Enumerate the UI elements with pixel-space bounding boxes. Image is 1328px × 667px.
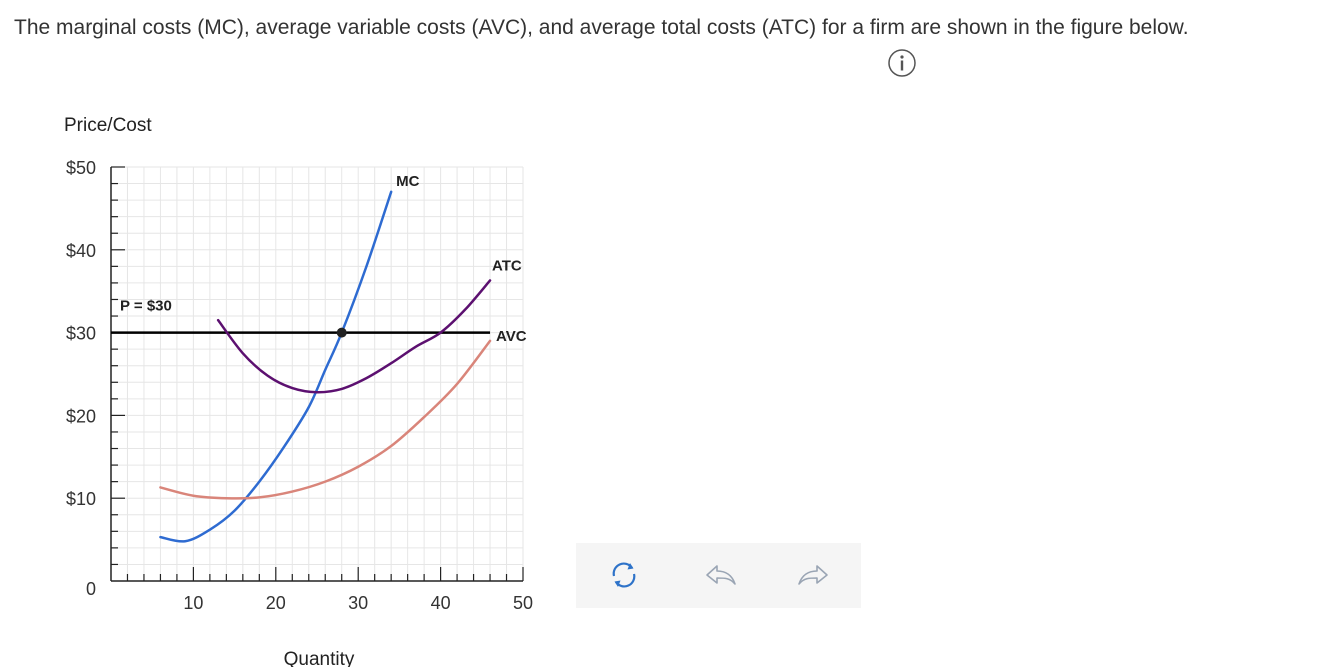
- refresh-icon[interactable]: [604, 555, 644, 595]
- mc-label: MC: [396, 173, 419, 190]
- atc-label: ATC: [492, 257, 522, 274]
- question-text: The marginal costs (MC), average variabl…: [14, 16, 1189, 39]
- mc-curve[interactable]: [159, 190, 393, 543]
- equilibrium-point[interactable]: [336, 327, 347, 338]
- x-tick-label: 30: [348, 593, 368, 613]
- x-tick-label: 40: [431, 593, 451, 613]
- atc-curve[interactable]: [216, 279, 492, 394]
- chart-labels: 10 20 30 40 50 0 $10 $20 $30 $40 $50 Price/Cost Quan…: [64, 115, 533, 667]
- info-circle-icon[interactable]: [887, 48, 917, 78]
- chart-axes: [110, 166, 524, 582]
- x-tick-label: 10: [183, 593, 203, 613]
- redo-arrow-icon[interactable]: [793, 555, 833, 595]
- undo-arrow-icon[interactable]: [701, 555, 741, 595]
- y-tick-label: $20: [66, 406, 96, 426]
- price-line-label: P = $30: [120, 298, 172, 315]
- x-tick-label: 50: [513, 593, 533, 613]
- y-tick-label: 0: [86, 579, 96, 599]
- avc-curve[interactable]: [159, 339, 492, 500]
- y-tick-label: $10: [66, 489, 96, 509]
- graph-toolbar: [576, 543, 861, 608]
- x-axis-title: Quantity: [284, 649, 355, 667]
- chart-grid: [111, 166, 524, 581]
- y-tick-label: $50: [66, 158, 96, 178]
- avc-label: AVC: [496, 328, 527, 345]
- y-tick-label: $30: [66, 324, 96, 344]
- y-tick-label: $40: [66, 241, 96, 261]
- chart-curves[interactable]: [111, 190, 492, 543]
- x-tick-label: 20: [266, 593, 286, 613]
- y-axis-title: Price/Cost: [64, 115, 152, 136]
